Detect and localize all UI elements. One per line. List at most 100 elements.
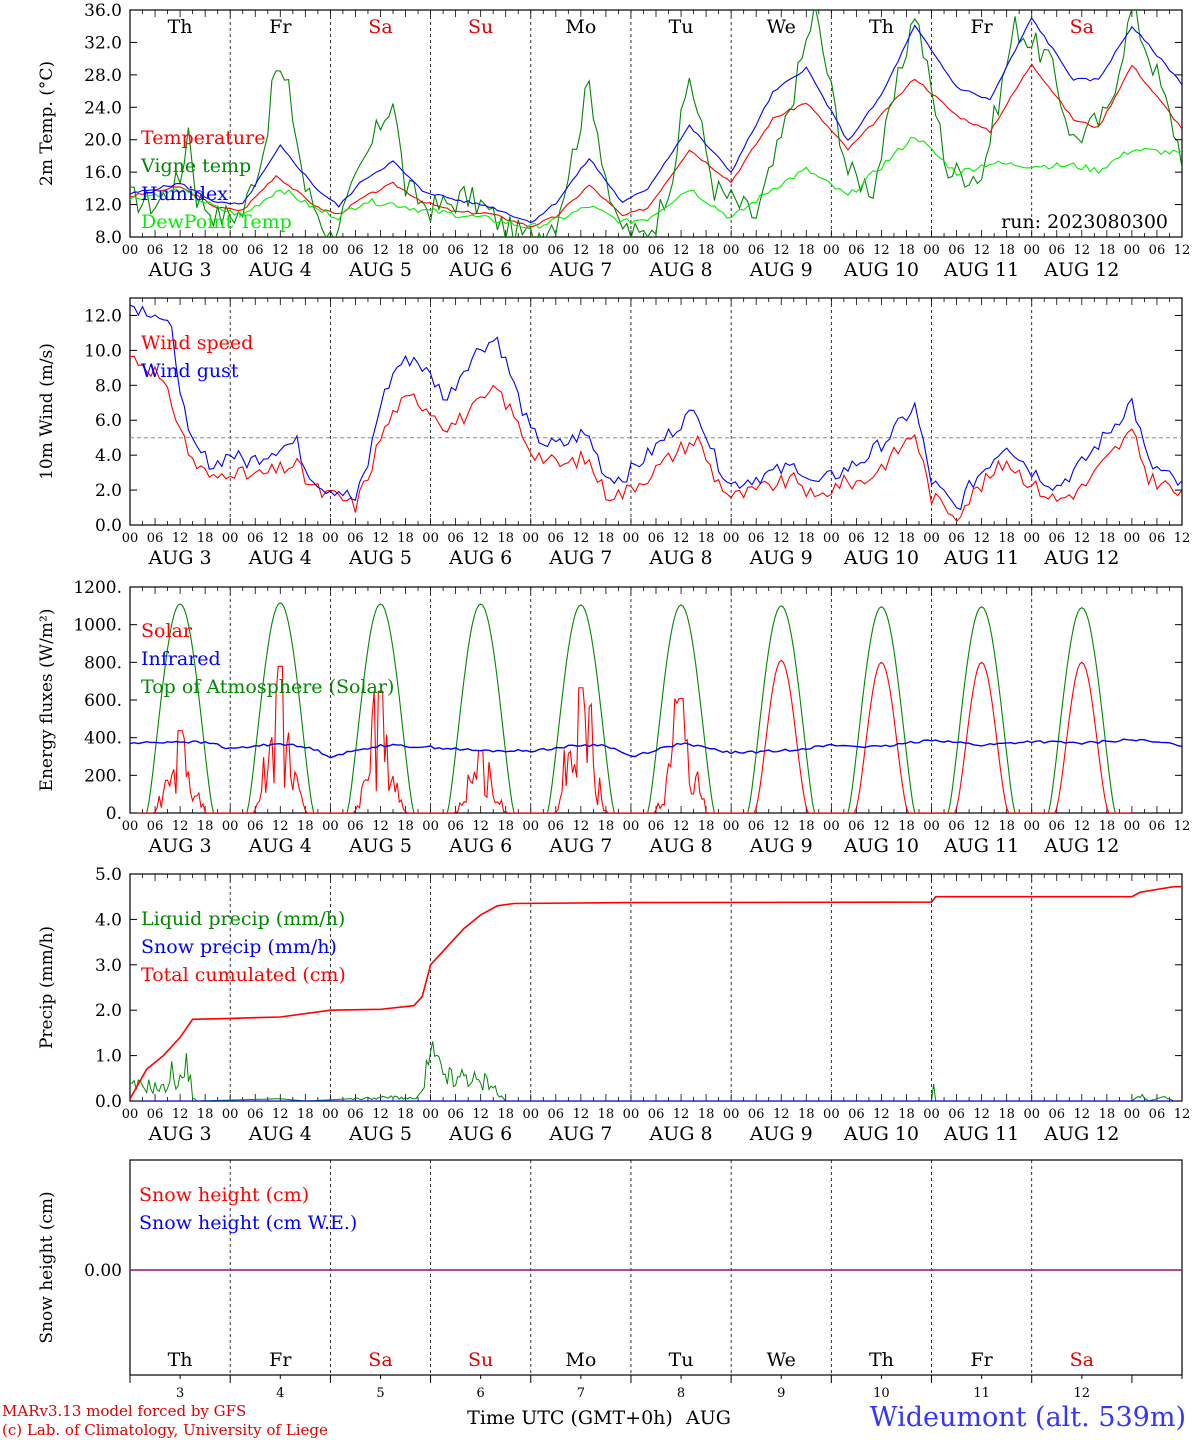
x-hour-label: 12 [673, 1107, 690, 1122]
x-date-label: AUG 4 [248, 259, 312, 281]
x-hour-label: 06 [748, 531, 765, 546]
x-hour-label: 06 [948, 531, 965, 546]
y-axis-label: Snow height (cm) [37, 1191, 57, 1343]
x-date-label: AUG 3 [148, 1123, 212, 1145]
x-hour-label: 00 [1023, 531, 1040, 546]
x-date-label: AUG 11 [943, 1123, 1019, 1145]
y-tick-label: 16.0 [84, 163, 122, 183]
y-tick-label: 0.0 [95, 1092, 122, 1112]
x-hour-label: 06 [447, 1107, 464, 1122]
x-hour-label: 00 [723, 819, 740, 834]
x-date-label: AUG 7 [548, 547, 612, 569]
weekday-label: Sa [368, 1349, 392, 1371]
y-tick-label: 0.0 [95, 516, 122, 536]
x-date-label: AUG 6 [448, 835, 512, 857]
weekday-label: Fr [970, 1349, 993, 1371]
x-hour-label: 00 [823, 531, 840, 546]
x-date-label: AUG 8 [649, 259, 713, 281]
x-hour-label: 06 [848, 531, 865, 546]
weekday-label: We [767, 1349, 796, 1371]
x-hour-label: 00 [723, 531, 740, 546]
x-hour-label: 06 [347, 243, 364, 258]
x-date-label: AUG 12 [1043, 835, 1119, 857]
legend-humidex: Humidex [141, 183, 228, 205]
x-hour-label: 06 [648, 243, 665, 258]
y-tick-label: 5.0 [95, 865, 122, 885]
x-hour-label: 06 [447, 243, 464, 258]
x-date-label: AUG 12 [1043, 259, 1119, 281]
y-axis-label: Precip (mm/h) [37, 926, 57, 1049]
x-hour-label: 18 [297, 819, 314, 834]
weekday-label: Mo [565, 16, 596, 38]
y-tick-label: 1200. [73, 578, 122, 598]
x-hour-label: 00 [923, 819, 940, 834]
series-temperature [130, 63, 1182, 228]
panel-3: 0. 200. 400. 600. 800. 1000. 1200. Energy fluxe… [37, 578, 1190, 857]
x-date-label: AUG 4 [248, 547, 312, 569]
x-hour-label: 06 [247, 1107, 264, 1122]
x-hour-label: 00 [322, 531, 339, 546]
y-axis-label: 2m Temp. (°C) [37, 61, 57, 186]
x-hour-label: 06 [1149, 243, 1166, 258]
x-hour-label: 12 [372, 819, 389, 834]
legend-wind-speed: Wind speed [141, 332, 253, 354]
x-hour-label: 18 [497, 531, 514, 546]
x-hour-label: 18 [598, 243, 615, 258]
x-hour-label: 18 [397, 1107, 414, 1122]
series-solar [130, 659, 1132, 813]
x-hour-label: 12 [172, 243, 189, 258]
y-tick-label: 24.0 [84, 98, 122, 118]
x-date-label: AUG 4 [248, 1123, 312, 1145]
x-hour-label: 18 [1099, 531, 1116, 546]
x-hour-label: 12 [973, 819, 990, 834]
x-hour-label: 12 [873, 531, 890, 546]
y-tick-label: 0.00 [84, 1261, 122, 1281]
x-hour-label: 06 [948, 819, 965, 834]
x-date-label: AUG 12 [1043, 1123, 1119, 1145]
x-hour-label: 06 [748, 819, 765, 834]
x-hour-label: 18 [1099, 243, 1116, 258]
x-hour-label: 00 [623, 531, 640, 546]
y-tick-label: 20.0 [84, 131, 122, 151]
x-hour-label: 12 [1174, 531, 1191, 546]
panel-5: 0.00 Snow height (cm) Snow height (cm) Snow… [37, 1159, 1183, 1429]
x-date-label: AUG 9 [749, 547, 813, 569]
x-hour-label: 06 [247, 531, 264, 546]
x-hour-label: 06 [748, 1107, 765, 1122]
legend-infrared: Infrared [141, 648, 221, 670]
x-hour-label: 00 [322, 1107, 339, 1122]
plot-area [130, 304, 1182, 523]
day-number-label: 12 [1074, 1386, 1091, 1401]
x-hour-label: 18 [798, 243, 815, 258]
x-hour-label: 18 [998, 819, 1015, 834]
plot-frame [129, 9, 1183, 238]
x-hour-label: 18 [497, 1107, 514, 1122]
y-tick-label: 3.0 [95, 956, 122, 976]
x-hour-label: 06 [247, 819, 264, 834]
legend-temperature: Temperature [141, 127, 265, 149]
x-hour-label: 18 [998, 531, 1015, 546]
x-date-label: AUG 8 [649, 1123, 713, 1145]
x-hour-label: 12 [272, 819, 289, 834]
x-hour-label: 12 [472, 819, 489, 834]
x-hour-label: 00 [923, 243, 940, 258]
legend-top-of-atmosphere-solar-: Top of Atmosphere (Solar) [141, 676, 394, 698]
x-hour-label: 00 [422, 243, 439, 258]
y-tick-label: 6.0 [95, 411, 122, 431]
x-hour-label: 00 [422, 531, 439, 546]
plot-area [130, 10, 1182, 237]
x-hour-label: 18 [698, 531, 715, 546]
y-tick-label: 1000. [73, 616, 122, 636]
x-date-label: AUG 11 [943, 547, 1019, 569]
x-hour-label: 18 [898, 243, 915, 258]
x-hour-label: 06 [1048, 819, 1065, 834]
x-hour-label: 12 [372, 243, 389, 258]
day-number-label: 6 [477, 1386, 485, 1401]
y-tick-label: 200. [84, 766, 122, 786]
weekday-label: Fr [269, 16, 292, 38]
x-date-label: AUG 9 [749, 259, 813, 281]
plot-frame [129, 297, 1183, 526]
x-hour-label: 06 [848, 1107, 865, 1122]
x-hour-label: 00 [723, 243, 740, 258]
x-hour-label: 00 [222, 243, 239, 258]
